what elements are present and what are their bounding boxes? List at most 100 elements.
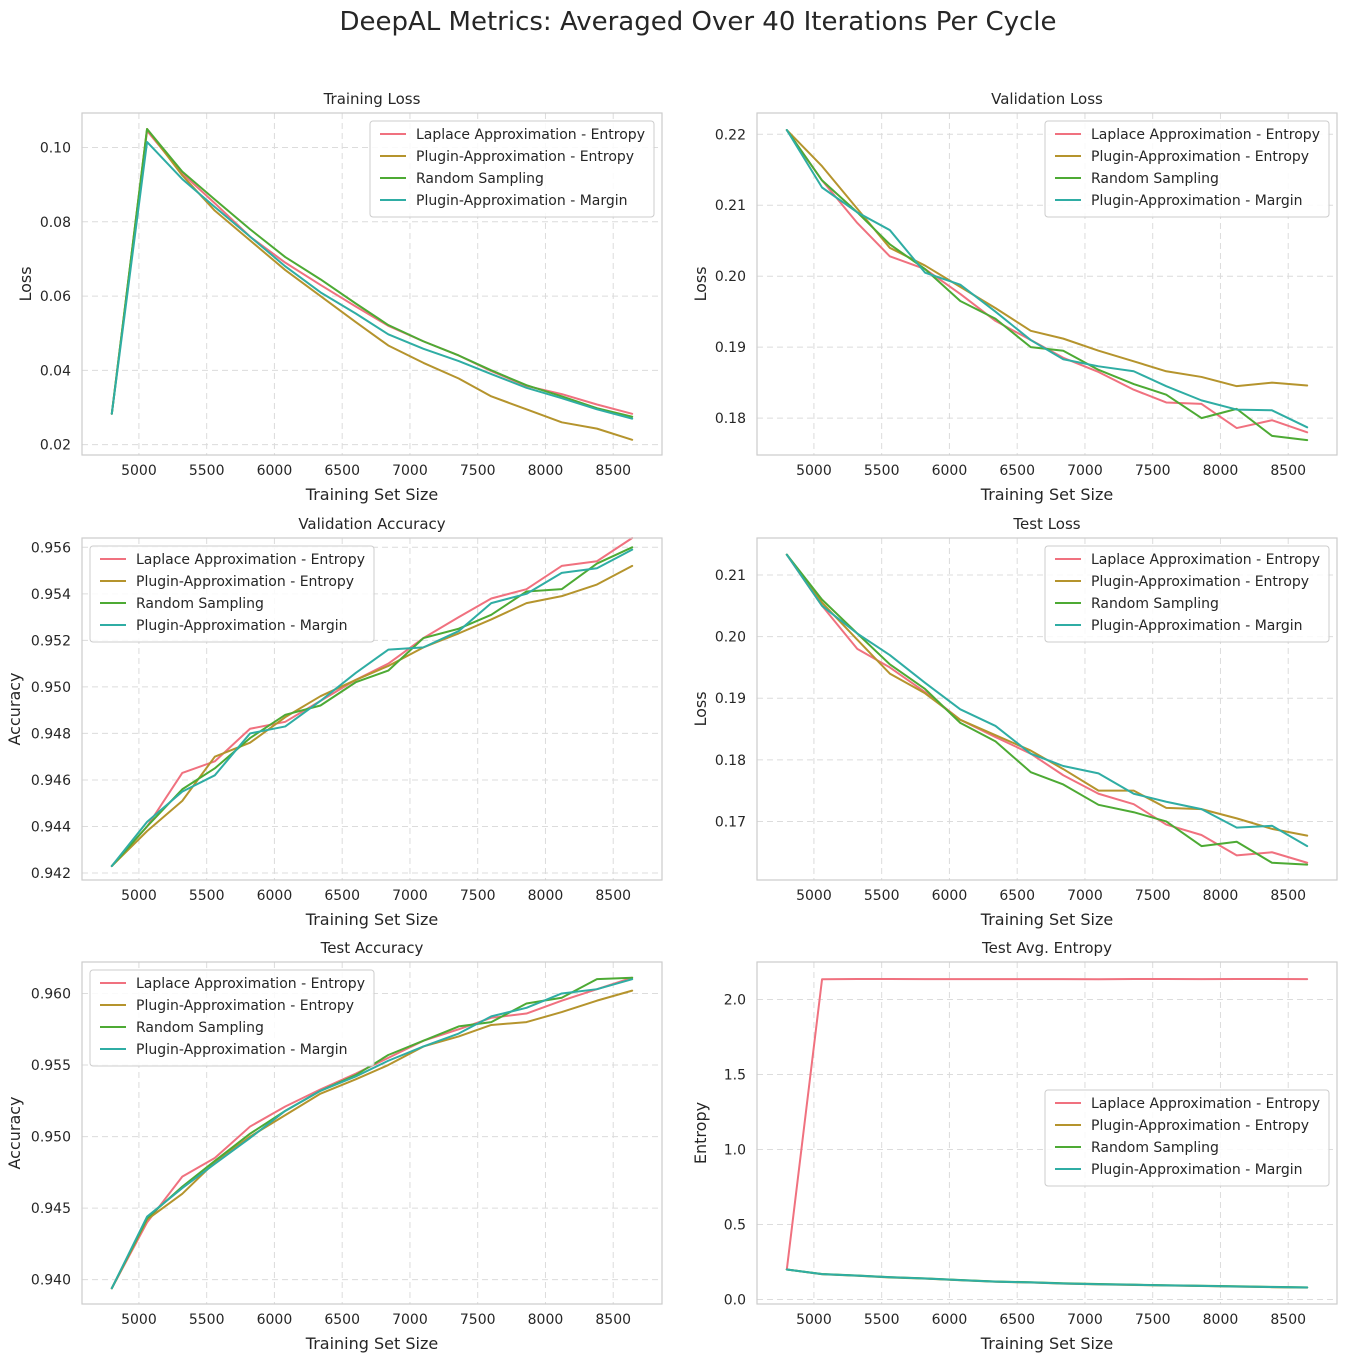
x-tick-label: 5500 — [864, 888, 900, 904]
x-tick-label: 7500 — [1135, 463, 1171, 479]
y-tick-label: 0.940 — [31, 1273, 71, 1289]
y-tick-label: 2.0 — [724, 993, 746, 1009]
x-tick-label: 6500 — [324, 888, 360, 904]
x-tick-label: 7500 — [460, 888, 496, 904]
y-tick-label: 0.21 — [715, 198, 746, 214]
legend-entry: Plugin-Approximation - Margin — [136, 1042, 348, 1058]
series-line-plugin-approximation-margin — [110, 140, 634, 420]
test-avg-entropy-axes-frame — [756, 961, 1338, 1305]
series-line-plugin-approximation-entropy — [785, 1268, 1309, 1289]
legend-entry: Plugin-Approximation - Entropy — [1091, 149, 1309, 165]
x-tick-label: 5000 — [121, 1312, 157, 1328]
y-tick-label: 0.20 — [715, 269, 746, 285]
series-line-plugin-approximation-margin — [110, 548, 634, 868]
x-axis-label: Training Set Size — [305, 485, 438, 504]
y-tick-label: 0.02 — [40, 438, 71, 454]
x-axis-label: Training Set Size — [305, 910, 438, 929]
legend-entry: Plugin-Approximation - Entropy — [136, 998, 354, 1014]
y-tick-label: 0.18 — [715, 411, 746, 427]
x-tick-label: 7000 — [392, 463, 428, 479]
x-tick-label: 8500 — [1270, 463, 1306, 479]
y-tick-label: 0.960 — [31, 986, 71, 1002]
x-axis-label: Training Set Size — [980, 910, 1113, 929]
legend-entry: Plugin-Approximation - Entropy — [136, 574, 354, 590]
y-tick-label: 0.950 — [31, 1130, 71, 1146]
test-accuracy-legend: Laplace Approximation - Entropy Plugin-Ap… — [89, 969, 375, 1067]
panel-validation-loss: 5000 5500 6000 6500 7000 7500 8000 8500 0.18 0.19… — [691, 90, 1338, 504]
legend-entry: Laplace Approximation - Entropy — [1091, 127, 1320, 143]
panels: 5000 5500 6000 6500 7000 7500 8000 8500 0.02 0.04… — [5, 90, 1338, 1353]
test-avg-entropy-legend: Laplace Approximation - Entropy Plugin-Ap… — [1044, 1089, 1330, 1187]
test-accuracy-axes-frame — [81, 961, 663, 1305]
legend-entry: Plugin-Approximation - Margin — [416, 193, 628, 209]
x-tick-label: 5000 — [121, 888, 157, 904]
x-tick-label: 8000 — [528, 463, 564, 479]
series-line-laplace-approximation-entropy — [785, 977, 1309, 1271]
legend-entry: Plugin-Approximation - Entropy — [1091, 574, 1309, 590]
panel-title: Validation Loss — [991, 90, 1103, 108]
x-tick-label: 5000 — [796, 463, 832, 479]
legend-entry: Plugin-Approximation - Margin — [1091, 193, 1303, 209]
series-line-random-sampling — [110, 546, 634, 868]
y-axis-label: Accuracy — [5, 672, 24, 745]
y-tick-label: 0.945 — [31, 1201, 71, 1217]
x-tick-label: 7500 — [1135, 888, 1171, 904]
x-tick-label: 5000 — [121, 463, 157, 479]
x-tick-label: 6000 — [932, 888, 968, 904]
x-tick-label: 8500 — [595, 888, 631, 904]
legend-box — [1044, 120, 1330, 218]
y-axis-label: Loss — [691, 691, 710, 726]
figure-suptitle: DeepAL Metrics: Averaged Over 40 Iterati… — [340, 7, 1057, 37]
panel-test-loss: 5000 5500 6000 6500 7000 7500 8000 8500 0.17 0.18… — [691, 515, 1338, 929]
panel-title: Test Loss — [1012, 515, 1080, 533]
x-tick-label: 5500 — [189, 888, 225, 904]
y-tick-label: 0.06 — [40, 289, 71, 305]
x-tick-label: 7000 — [392, 888, 428, 904]
x-tick-label: 6000 — [257, 888, 293, 904]
panel-test-avg-entropy: 5000 5500 6000 6500 7000 7500 8000 8500 0.0 0.5 1.… — [691, 939, 1338, 1353]
panel-validation-accuracy: 5000 5500 6000 6500 7000 7500 8000 8500 0.942 0.9… — [5, 515, 663, 929]
test-loss-legend: Laplace Approximation - Entropy Plugin-Ap… — [1044, 545, 1330, 643]
series-line-random-sampling — [785, 553, 1309, 866]
legend-entry: Laplace Approximation - Entropy — [136, 976, 365, 992]
legend-entry: Random Sampling — [136, 1020, 264, 1036]
x-axis-label: Training Set Size — [980, 485, 1113, 504]
y-tick-label: 0.954 — [31, 587, 71, 603]
x-tick-label: 5500 — [864, 463, 900, 479]
panel-title: Training Loss — [323, 90, 421, 108]
x-tick-label: 7500 — [1135, 1312, 1171, 1328]
y-axis-label: Accuracy — [5, 1096, 24, 1169]
y-axis-label: Entropy — [691, 1102, 710, 1164]
x-axis-label: Training Set Size — [980, 1334, 1113, 1353]
y-tick-label: 0.18 — [715, 753, 746, 769]
legend-entry: Laplace Approximation - Entropy — [1091, 1096, 1320, 1112]
y-tick-label: 0.20 — [715, 630, 746, 646]
legend-entry: Laplace Approximation - Entropy — [416, 127, 645, 143]
x-tick-label: 7500 — [460, 1312, 496, 1328]
legend-box — [369, 120, 655, 218]
x-tick-label: 8000 — [1203, 463, 1239, 479]
validation-accuracy-axes-frame — [81, 537, 663, 881]
legend-entry: Plugin-Approximation - Margin — [1091, 1162, 1303, 1178]
y-tick-label: 0.944 — [31, 819, 71, 835]
y-tick-label: 0.22 — [715, 127, 746, 143]
series-line-random-sampling — [785, 1268, 1309, 1289]
y-tick-label: 0.948 — [31, 726, 71, 742]
y-axis-label: Loss — [691, 266, 710, 301]
x-axis-label: Training Set Size — [305, 1334, 438, 1353]
x-tick-label: 8000 — [528, 1312, 564, 1328]
legend-entry: Random Sampling — [1091, 596, 1219, 612]
legend-entry: Random Sampling — [416, 171, 544, 187]
validation-accuracy-legend: Laplace Approximation - Entropy Plugin-Ap… — [89, 545, 375, 643]
panel-training-loss: 5000 5500 6000 6500 7000 7500 8000 8500 0.02 0.04… — [16, 90, 663, 504]
x-tick-label: 6500 — [324, 463, 360, 479]
panel-title: Test Avg. Entropy — [981, 939, 1112, 957]
training-loss-axes-frame — [81, 112, 663, 456]
x-tick-label: 7000 — [1067, 1312, 1103, 1328]
legend-entry: Laplace Approximation - Entropy — [136, 552, 365, 568]
panel-title: Test Accuracy — [320, 939, 424, 957]
x-tick-label: 6500 — [324, 1312, 360, 1328]
y-tick-label: 0.955 — [31, 1058, 71, 1074]
x-tick-label: 6500 — [999, 463, 1035, 479]
